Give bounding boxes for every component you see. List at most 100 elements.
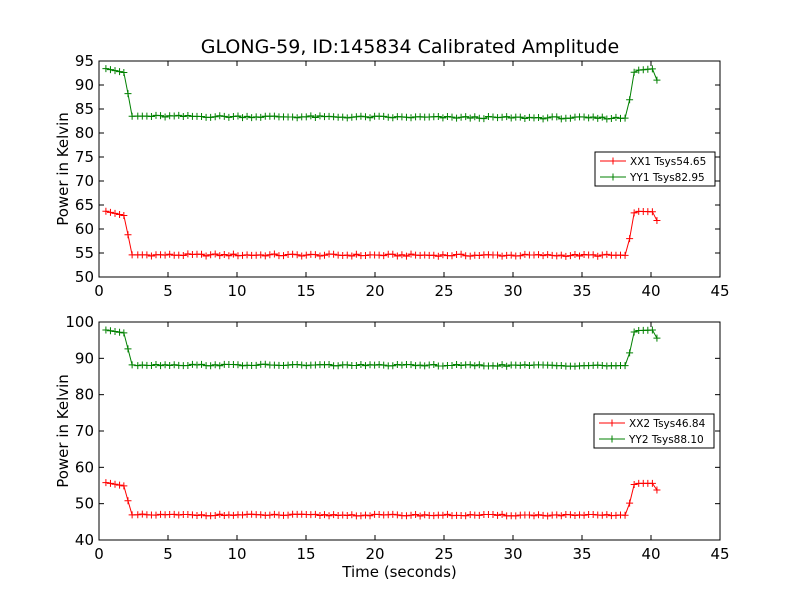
data-point — [239, 114, 247, 122]
data-point — [462, 113, 470, 121]
data-point — [229, 250, 237, 258]
x-tick-label: 25 — [434, 545, 453, 563]
y-tick-label: 65 — [75, 196, 94, 214]
data-point — [430, 251, 438, 259]
x-tick-label: 5 — [163, 545, 173, 563]
data-point — [166, 362, 174, 370]
data-point — [402, 113, 410, 121]
data-point — [589, 113, 597, 121]
data-point — [653, 334, 661, 342]
data-point — [648, 479, 656, 487]
data-point — [357, 112, 365, 120]
data-point — [216, 252, 224, 260]
data-point — [216, 112, 224, 120]
data-point — [102, 65, 110, 73]
data-point — [134, 511, 142, 519]
data-point — [316, 252, 324, 260]
data-point — [207, 113, 215, 121]
data-point — [343, 251, 351, 259]
data-point — [111, 480, 119, 488]
data-point — [198, 250, 206, 258]
data-point — [434, 252, 442, 260]
data-point — [170, 510, 178, 518]
data-point — [116, 328, 124, 336]
data-point — [475, 361, 483, 369]
data-point — [503, 362, 511, 370]
data-point — [380, 112, 388, 120]
data-point — [626, 499, 634, 507]
data-point — [339, 113, 347, 121]
data-point — [507, 114, 515, 122]
y-tick-label: 55 — [75, 244, 94, 262]
data-point — [562, 252, 570, 260]
data-point — [147, 361, 155, 369]
data-point — [330, 511, 338, 519]
data-point — [106, 327, 114, 335]
data-point — [120, 329, 128, 337]
data-point — [193, 511, 201, 519]
data-point — [475, 252, 483, 260]
y-tick-label: 100 — [65, 313, 94, 331]
x-tick-label: 20 — [365, 282, 384, 300]
data-point — [439, 511, 447, 519]
data-point — [553, 252, 561, 260]
y-tick-label: 90 — [75, 76, 94, 94]
data-point — [653, 486, 661, 494]
data-point — [330, 250, 338, 258]
data-point — [389, 362, 397, 370]
data-point — [598, 113, 606, 121]
data-point — [361, 113, 369, 121]
series-1 — [102, 207, 661, 260]
top-panel: 0 5 10 15 20 25 30 35 40 45 50 55 60 65 70 75 80 85 90 95 Po… — [54, 52, 730, 300]
data-point — [648, 326, 656, 334]
data-point — [439, 114, 447, 122]
data-point — [257, 511, 265, 519]
data-point — [352, 113, 360, 121]
data-point — [352, 362, 360, 370]
data-point — [457, 113, 465, 121]
data-point — [111, 327, 119, 335]
data-point — [234, 361, 242, 369]
data-point — [111, 209, 119, 217]
data-point — [348, 113, 356, 121]
legend-label: XX1 Tsys54.65 — [630, 156, 706, 168]
data-point — [612, 113, 620, 121]
x-tick-label: 45 — [710, 545, 729, 563]
data-point — [325, 361, 333, 369]
data-point — [598, 511, 606, 519]
data-point — [398, 361, 406, 369]
data-point — [530, 512, 538, 520]
data-point — [507, 251, 515, 259]
data-point — [448, 113, 456, 121]
data-point — [457, 362, 465, 370]
data-point — [320, 251, 328, 259]
y-tick-label: 40 — [75, 531, 94, 549]
x-tick-label: 0 — [94, 282, 104, 300]
data-point — [489, 510, 497, 518]
data-point — [630, 68, 638, 76]
data-point — [261, 360, 269, 368]
data-point — [512, 512, 520, 520]
data-point — [521, 115, 529, 122]
data-point — [225, 252, 233, 260]
x-tick-label: 30 — [503, 545, 522, 563]
data-point — [116, 481, 124, 489]
data-point — [284, 511, 292, 519]
data-point — [270, 510, 278, 518]
data-point — [307, 112, 315, 120]
data-point — [220, 112, 228, 120]
data-point — [407, 511, 415, 519]
data-point — [143, 251, 151, 259]
data-point — [198, 112, 206, 120]
data-point — [366, 512, 374, 520]
data-point — [653, 217, 661, 225]
data-point — [298, 361, 306, 369]
data-point — [626, 349, 634, 357]
series-2 — [102, 65, 661, 123]
data-point — [270, 250, 278, 258]
x-tick-label: 15 — [296, 282, 315, 300]
data-point — [280, 252, 288, 260]
data-point — [175, 511, 183, 519]
data-point — [293, 251, 301, 259]
x-axis-label: Time (seconds) — [341, 563, 457, 581]
